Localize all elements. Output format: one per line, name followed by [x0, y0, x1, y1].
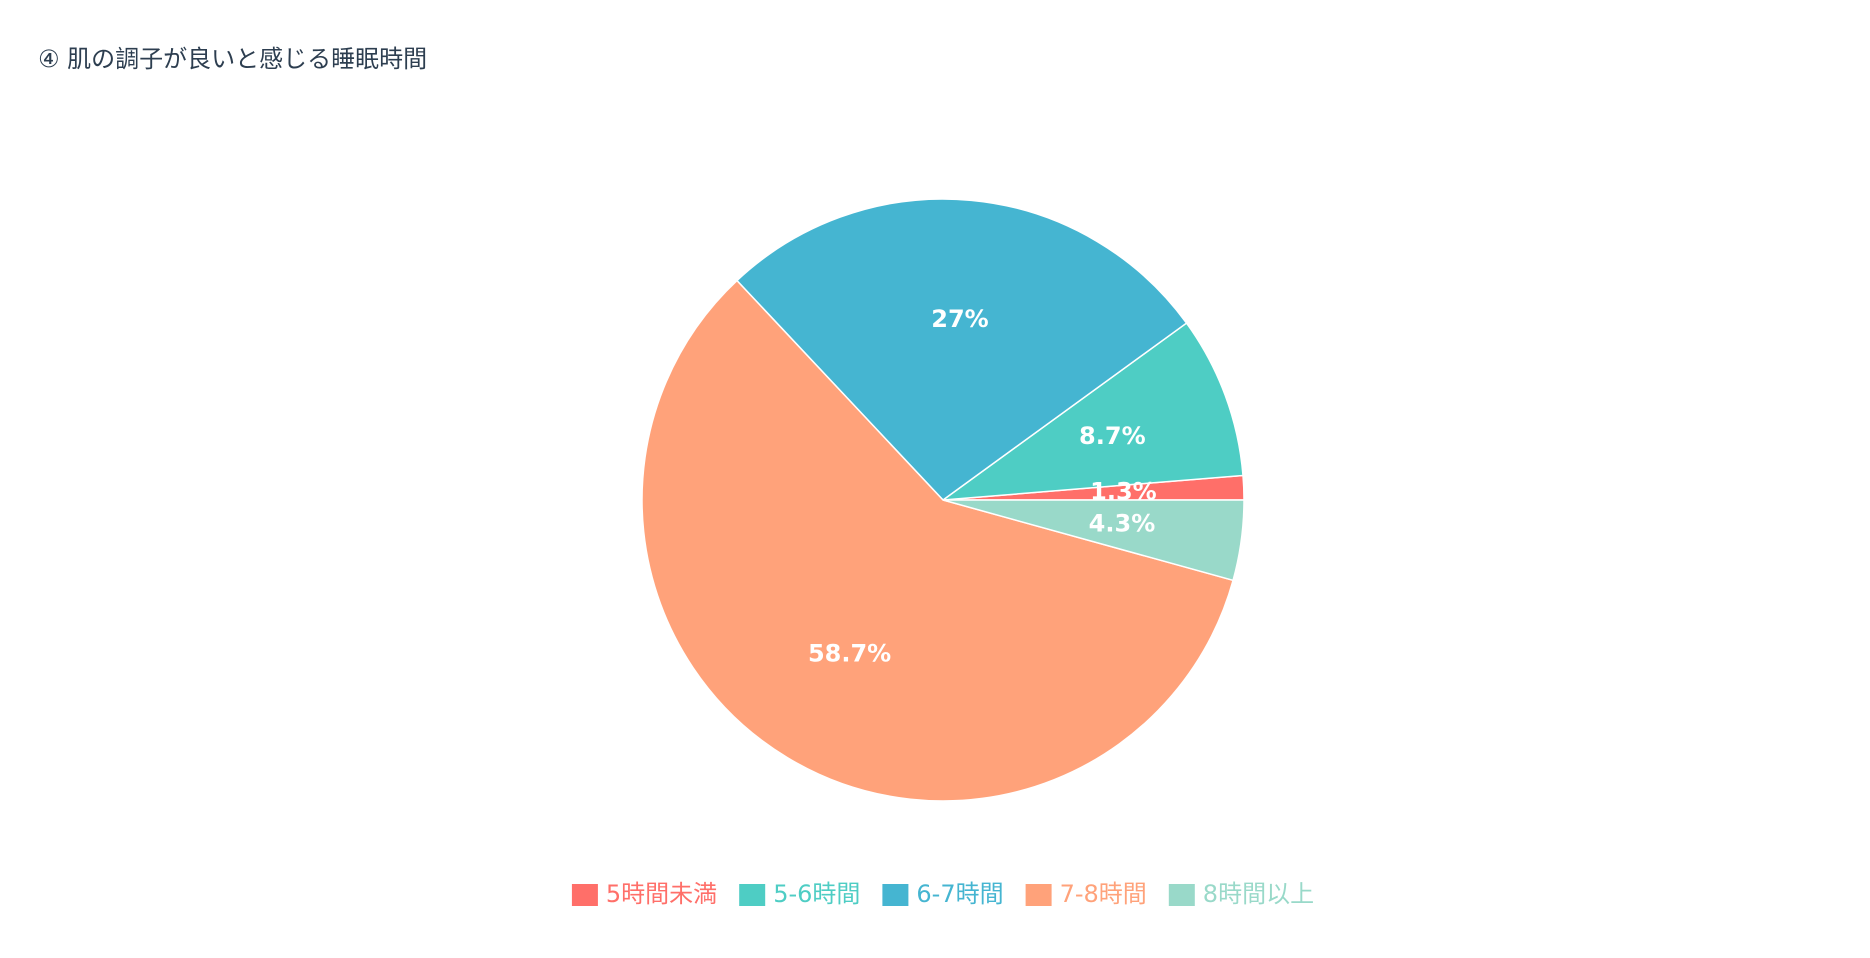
- legend-label: 6-7時間: [916, 880, 1003, 908]
- data-label: 8.7%: [1079, 422, 1146, 450]
- legend-label: 7-8時間: [1060, 880, 1147, 908]
- legend-swatch: [739, 884, 766, 906]
- pie-slice: [942, 499, 1245, 582]
- pie-slice: [735, 198, 1188, 501]
- data-label: 4.3%: [1089, 509, 1156, 537]
- legend-swatch: [1025, 884, 1052, 906]
- legend-label: 8時間以上: [1203, 880, 1314, 908]
- legend: 5時間未満 5-6時間 6-7時間 7-8時間 8時間以上: [571, 880, 1314, 908]
- legend-swatch: [882, 884, 909, 906]
- chart-title: ④ 肌の調子が良いと感じる睡眠時間: [38, 45, 427, 73]
- data-label: 27%: [931, 305, 988, 333]
- pie-slice: [940, 322, 1244, 501]
- pie-slice: [641, 279, 1235, 802]
- legend-label: 5時間未満: [606, 880, 717, 908]
- data-label: 58.7%: [808, 640, 891, 668]
- data-label: 1.3%: [1090, 478, 1157, 506]
- legend-label: 5-6時間: [773, 880, 860, 908]
- legend-swatch: [571, 884, 598, 906]
- legend-swatch: [1168, 884, 1195, 906]
